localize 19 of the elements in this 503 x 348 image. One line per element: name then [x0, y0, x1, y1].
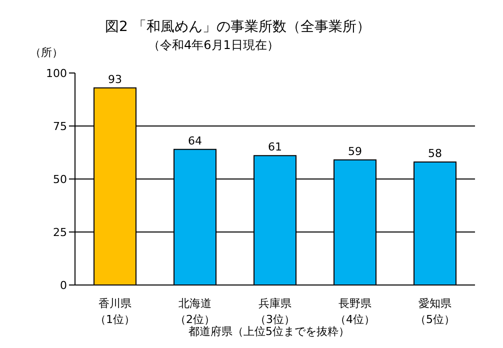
y-tick-label: 75	[53, 120, 67, 133]
y-tick-label: 25	[53, 226, 67, 239]
x-axis-title: 都道府県（上位5位までを抜粋）	[188, 325, 350, 338]
x-tick-label: 北海道（2位）	[175, 297, 215, 326]
y-axis-title: （所）	[30, 45, 63, 60]
data-label: 64	[188, 134, 202, 148]
chart-title: 図2 「和風めん」の事業所数（全事業所）	[105, 18, 370, 36]
data-label: 93	[108, 72, 122, 86]
data-label: 58	[428, 147, 442, 160]
data-label: 59	[348, 144, 362, 158]
y-tick-label: 100	[46, 66, 67, 80]
x-tick-label: 香川県（1位）	[95, 297, 135, 326]
y-tick-label: 0	[60, 278, 67, 292]
chart-subtitle: （令和4年6月1日現在）	[148, 37, 279, 54]
data-label: 61	[268, 140, 282, 154]
x-tick-label: 長野県（4位）	[335, 297, 375, 326]
x-tick-label: 兵庫県（3位）	[255, 297, 295, 326]
y-tick-label: 50	[53, 172, 67, 186]
x-tick-label: 愛知県（5位）	[415, 297, 455, 326]
